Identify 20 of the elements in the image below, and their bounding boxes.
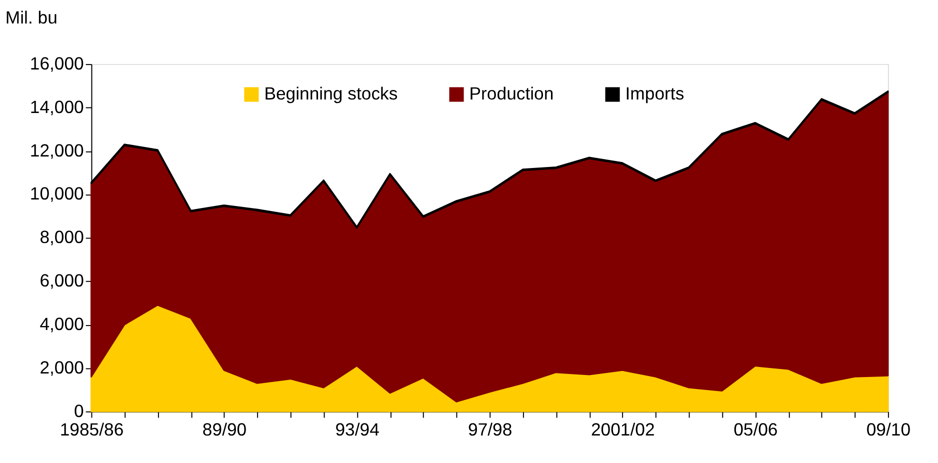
legend-label: Production [469,83,554,104]
y-tick-label: 6,000 [40,270,84,291]
x-tick-label: 05/06 [734,419,778,440]
x-tick-label: 1985/86 [60,419,124,440]
y-tick-label: 10,000 [30,184,84,204]
y-tick-label: 16,000 [30,53,84,74]
x-tick-label: 2001/02 [590,419,655,440]
x-tick-label: 97/98 [468,419,512,440]
y-axis-title: Mil. bu [5,7,58,28]
y-tick-label: 2,000 [40,357,84,378]
y-tick-label: 8,000 [40,227,84,248]
x-tick-label: 89/90 [202,419,247,440]
legend-label: Beginning stocks [264,83,398,104]
y-tick-label: 4,000 [40,314,84,334]
legend-label: Imports [625,83,684,104]
y-tick-label: 14,000 [30,96,84,117]
y-tick-label: 0 [74,400,84,421]
x-tick-label: 93/94 [335,419,380,440]
y-tick-label: 12,000 [30,140,84,160]
x-tick-label: 09/10 [866,419,911,440]
